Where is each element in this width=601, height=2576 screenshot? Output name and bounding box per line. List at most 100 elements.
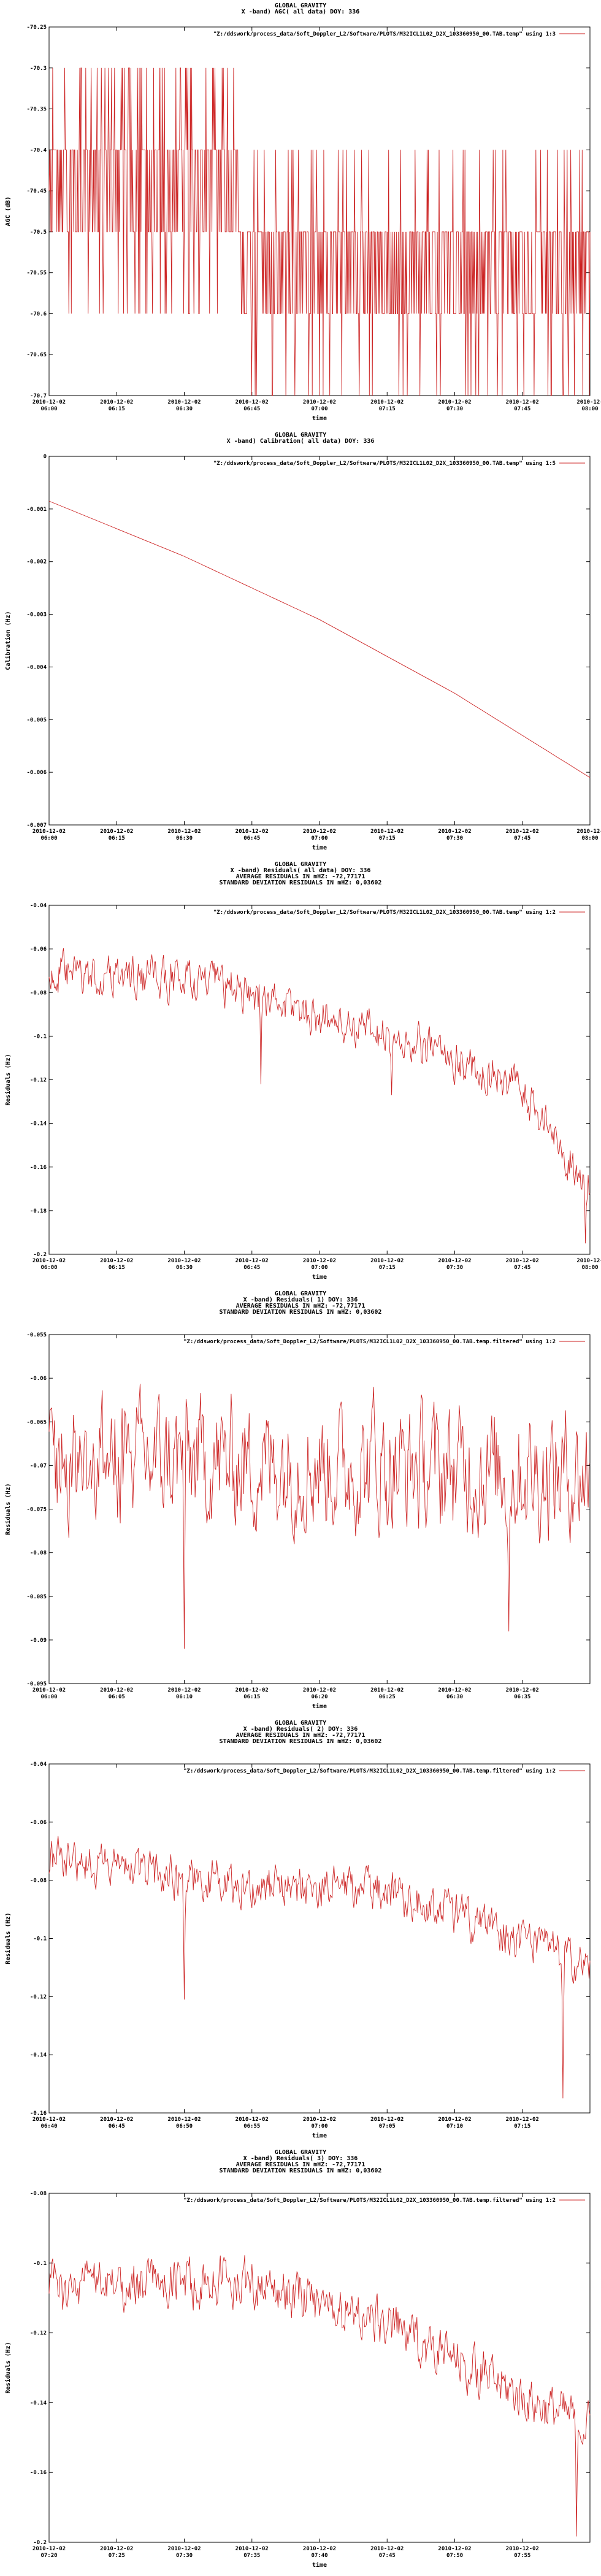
- y-tick-label: -0.08: [30, 1878, 47, 1884]
- chart-title: GLOBAL GRAVITY: [275, 861, 326, 868]
- series-line: [48, 948, 591, 1244]
- x-tick-label-time: 06:45: [243, 1265, 260, 1271]
- x-tick-label-date: 2010-12-02: [438, 2117, 471, 2123]
- chart-subtitle: STANDARD DEVIATION RESIDUALS IN mHZ: 0,0…: [220, 1738, 382, 1745]
- x-tick-label-date: 2010-12-02: [167, 1258, 201, 1264]
- x-tick-label-date: 2010-12-02: [303, 2546, 336, 2552]
- plot-frame: [48, 905, 591, 1255]
- x-tick-label-date: 2010-12-02: [235, 2546, 269, 2552]
- x-tick-label-time: 07:40: [311, 2553, 327, 2559]
- y-tick-label: -70.3: [30, 66, 47, 72]
- x-tick-label-date: 2010-12-02: [235, 829, 269, 835]
- x-tick-label-time: 07:45: [514, 406, 530, 412]
- y-tick-label: -70.5: [30, 229, 47, 236]
- legend-text: "Z:/ddswork/process_data/Soft_Doppler_L2…: [183, 1768, 556, 1774]
- y-tick-label: -0.055: [26, 1332, 47, 1338]
- x-tick-label-time: 06:15: [109, 835, 125, 841]
- x-tick-label-time: 07:30: [176, 2553, 193, 2559]
- x-tick-label-time: 07:25: [109, 2553, 125, 2559]
- x-tick-label-time: 06:35: [514, 1694, 530, 1700]
- plot-frame: [48, 456, 591, 826]
- y-tick-label: -0.08: [30, 2191, 47, 2197]
- x-tick-label-time: 07:15: [379, 1265, 396, 1271]
- y-tick-label: -0.04: [30, 1761, 47, 1768]
- x-tick-label-time: 07:35: [243, 2553, 260, 2559]
- chart-subtitle: X -band) AGC( all data) DOY: 336: [242, 9, 360, 15]
- y-tick-label: -70.7: [30, 393, 47, 399]
- x-tick-label-time: 06:30: [176, 1265, 193, 1271]
- x-tick-label-time: 07:00: [311, 2123, 327, 2129]
- y-tick-label: -0.16: [30, 2110, 47, 2117]
- y-tick-label: -0.1: [33, 1936, 47, 1942]
- y-tick-label: -0.004: [26, 664, 47, 670]
- x-tick-label-date: 2010-12-02: [100, 1258, 133, 1264]
- y-tick-label: -0.12: [30, 1994, 47, 2000]
- y-tick-label: -0.1: [33, 2261, 47, 2267]
- x-tick-label-date: 2010-12-02: [370, 829, 404, 835]
- x-tick-label-date: 2010-12-02: [303, 2117, 336, 2123]
- x-tick-label-date: 2010-12-02: [303, 1258, 336, 1264]
- x-tick-label-date: 2010-12-02: [303, 399, 336, 405]
- x-tick-label-date: 2010-12-02: [438, 399, 471, 405]
- x-tick-label-date: 2010-12-02: [167, 2546, 201, 2552]
- x-tick-label-date: 2010-12-02: [167, 829, 201, 835]
- x-tick-label-time: 06:00: [40, 835, 57, 841]
- x-tick-label-date: 2010-12-: [576, 399, 601, 405]
- y-tick-label: -0.065: [26, 1419, 47, 1425]
- y-tick-label: -70.25: [26, 25, 47, 31]
- y-tick-label: -70.35: [26, 107, 47, 113]
- x-tick-label-time: 06:00: [40, 406, 57, 412]
- y-tick-label: -0.007: [26, 822, 47, 829]
- y-tick-label: -0.006: [26, 770, 47, 776]
- y-tick-label: -0.07: [30, 1463, 47, 1469]
- x-tick-label-time: 07:30: [446, 1265, 463, 1271]
- x-tick-label-date: 2010-12-02: [438, 829, 471, 835]
- x-axis-label: time: [312, 415, 327, 422]
- y-tick-label: -0.005: [26, 717, 47, 723]
- x-tick-label-date: 2010-12-02: [235, 1687, 269, 1693]
- x-tick-label-time: 06:45: [243, 406, 260, 412]
- y-tick-label: -0.08: [30, 990, 47, 996]
- y-tick-label: -70.65: [26, 352, 47, 358]
- y-tick-label: -0.002: [26, 559, 47, 565]
- y-tick-label: -0.1: [33, 1033, 47, 1040]
- x-tick-label-date: 2010-12-02: [100, 829, 133, 835]
- y-tick-label: -0.003: [26, 612, 47, 618]
- x-tick-label-date: 2010-12-02: [33, 829, 66, 835]
- plot-frame: [48, 1763, 591, 2114]
- x-tick-label-date: 2010-12-02: [370, 1687, 404, 1693]
- x-tick-label-date: 2010-12-02: [370, 1258, 404, 1264]
- y-tick-label: -0.075: [26, 1507, 47, 1513]
- x-tick-label-date: 2010-12-: [576, 1258, 601, 1264]
- x-tick-label-time: 07:10: [446, 2123, 463, 2129]
- x-tick-label-date: 2010-12-02: [506, 399, 539, 405]
- y-tick-label: -0.12: [30, 1078, 47, 1084]
- x-tick-label-date: 2010-12-02: [235, 1258, 269, 1264]
- x-tick-label-date: 2010-12-02: [303, 1687, 336, 1693]
- series-line: [48, 2255, 591, 2537]
- chart-title: GLOBAL GRAVITY: [275, 1290, 326, 1297]
- chart-subtitle: X -band) Calibration( all data) DOY: 336: [227, 437, 375, 445]
- chart-subtitle: X -band) Residuals( all data) DOY: 336: [231, 867, 371, 874]
- x-tick-label-time: 06:15: [243, 1694, 260, 1700]
- x-tick-label-date: 2010-12-02: [33, 1687, 66, 1693]
- y-tick-label: -0.04: [30, 903, 47, 909]
- x-axis-label: time: [312, 1273, 327, 1281]
- legend-text: "Z:/ddswork/process_data/Soft_Doppler_L2…: [213, 31, 556, 37]
- x-tick-label-time: 06:00: [40, 1265, 57, 1271]
- x-tick-label-date: 2010-12-02: [100, 2546, 133, 2552]
- y-tick-label: -0.06: [30, 946, 47, 953]
- x-axis-label: time: [312, 844, 327, 851]
- x-tick-label-time: 07:00: [311, 406, 327, 412]
- x-tick-label-date: 2010-12-02: [33, 1258, 66, 1264]
- y-tick-label: -0.095: [26, 1681, 47, 1687]
- y-tick-label: -0.14: [30, 2052, 47, 2058]
- x-tick-label-date: 2010-12-02: [235, 2117, 269, 2123]
- chart-subtitle: STANDARD DEVIATION RESIDUALS IN mHZ: 0,0…: [220, 1309, 382, 1316]
- y-tick-label: -70.6: [30, 311, 47, 317]
- x-tick-label-time: 06:10: [176, 1694, 193, 1700]
- x-tick-label-time: 07:45: [514, 1265, 530, 1271]
- y-tick-label: -0.14: [30, 1121, 47, 1127]
